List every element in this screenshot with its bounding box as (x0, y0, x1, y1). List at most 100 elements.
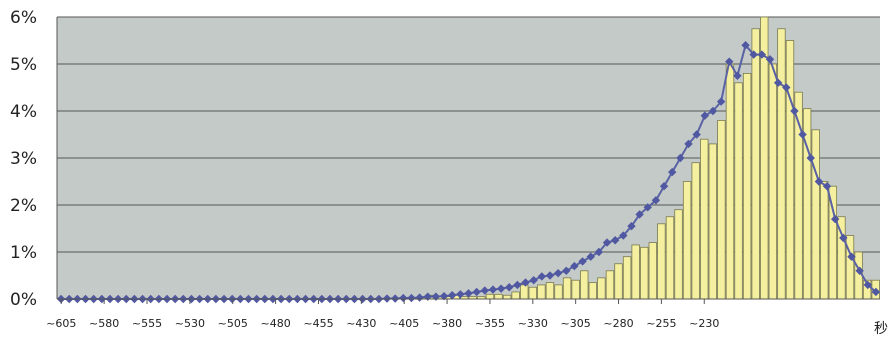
line-marker (594, 247, 604, 257)
line-marker (537, 272, 547, 281)
y-tick-label: 5% (10, 55, 37, 75)
line-marker (521, 278, 530, 287)
line-marker (480, 286, 489, 295)
line-marker (439, 291, 449, 301)
x-tick-label: ~380 (432, 317, 462, 330)
y-tick-label: 0% (10, 290, 37, 310)
line-marker (553, 268, 563, 278)
line-marker (847, 252, 856, 261)
bar (682, 181, 692, 300)
x-tick-label: ~530 (175, 317, 205, 330)
line-marker (830, 214, 840, 224)
line-marker (708, 106, 718, 116)
line-marker (643, 203, 652, 212)
bar (528, 286, 537, 300)
bar (742, 73, 752, 300)
bar (631, 244, 640, 300)
x-axis-ticks: ~605 ~580 ~555 ~530 ~505 ~480 ~455 ~430 ~405 ~380… (46, 299, 719, 330)
line-marker (619, 231, 628, 240)
bar (597, 277, 606, 300)
bar (571, 279, 580, 300)
bar (768, 63, 778, 300)
bar (580, 270, 589, 300)
line-marker (570, 261, 579, 271)
gridlines (57, 16, 880, 253)
bar (665, 216, 675, 300)
x-tick-label: ~255 (646, 317, 676, 330)
bar (537, 284, 546, 300)
line-marker (814, 177, 824, 186)
x-tick-label: ~280 (603, 317, 633, 330)
x-tick-label: ~605 (46, 317, 76, 330)
line-marker (456, 290, 465, 299)
bar (717, 120, 726, 300)
bar (622, 256, 632, 300)
line-marker (651, 196, 661, 205)
x-tick-label: ~330 (518, 317, 548, 330)
x-tick-label: ~555 (132, 317, 162, 330)
line-marker (749, 50, 758, 59)
line-marker (513, 280, 522, 290)
line-marker (668, 167, 677, 177)
bar (554, 284, 563, 300)
bar (588, 282, 597, 300)
line-marker (871, 287, 881, 297)
x-tick-label: ~580 (89, 317, 119, 330)
x-tick-label: ~480 (261, 317, 291, 330)
x-tick-label: ~405 (389, 317, 419, 330)
line-marker (676, 153, 685, 163)
line-marker (415, 293, 424, 302)
line-marker (472, 287, 481, 297)
bar (605, 270, 615, 300)
bar (734, 82, 743, 300)
line-marker (659, 182, 669, 191)
line-marker (602, 238, 612, 247)
line-marker (635, 210, 644, 219)
y-tick-label: 4% (10, 102, 37, 122)
line-marker (562, 266, 571, 275)
line-marker (790, 106, 799, 116)
x-tick-label: ~305 (561, 317, 591, 330)
line-marker (578, 257, 587, 266)
y-tick-label: 2% (10, 196, 37, 216)
line-marker (798, 130, 807, 139)
bar (545, 282, 555, 300)
x-tick-label: ~455 (303, 317, 333, 330)
line-marker (627, 221, 636, 231)
line-marker (529, 276, 538, 285)
line-marker (496, 284, 506, 293)
bar (520, 284, 529, 300)
bar (640, 246, 649, 300)
line-marker (863, 280, 872, 290)
bar (777, 28, 786, 300)
x-tick-label: ~355 (475, 317, 505, 330)
bar (657, 223, 666, 300)
bar (648, 242, 658, 300)
line-marker (773, 78, 783, 87)
line-marker (782, 83, 791, 92)
bar (725, 63, 735, 300)
bar (785, 40, 795, 300)
bar (820, 181, 829, 300)
line-marker (765, 55, 775, 64)
bar (485, 293, 495, 300)
line-marker (399, 293, 408, 303)
bar (614, 263, 623, 300)
bar (811, 129, 820, 300)
line-marker (684, 139, 693, 149)
bar (502, 294, 512, 300)
line-marker (488, 285, 498, 294)
line-marker (586, 252, 595, 261)
line-marker (545, 271, 555, 280)
line-marker (610, 236, 620, 245)
y-tick-label: 3% (10, 149, 37, 169)
x-axis-unit: 秒 (874, 321, 888, 337)
line-marker (855, 266, 864, 275)
line-marker (448, 291, 457, 300)
bar (691, 162, 700, 300)
line-marker (839, 233, 848, 243)
x-tick-label: ~505 (218, 317, 248, 330)
y-axis-ticks: 0% 1% 2% 3% 4% 5% 6% (10, 8, 37, 310)
